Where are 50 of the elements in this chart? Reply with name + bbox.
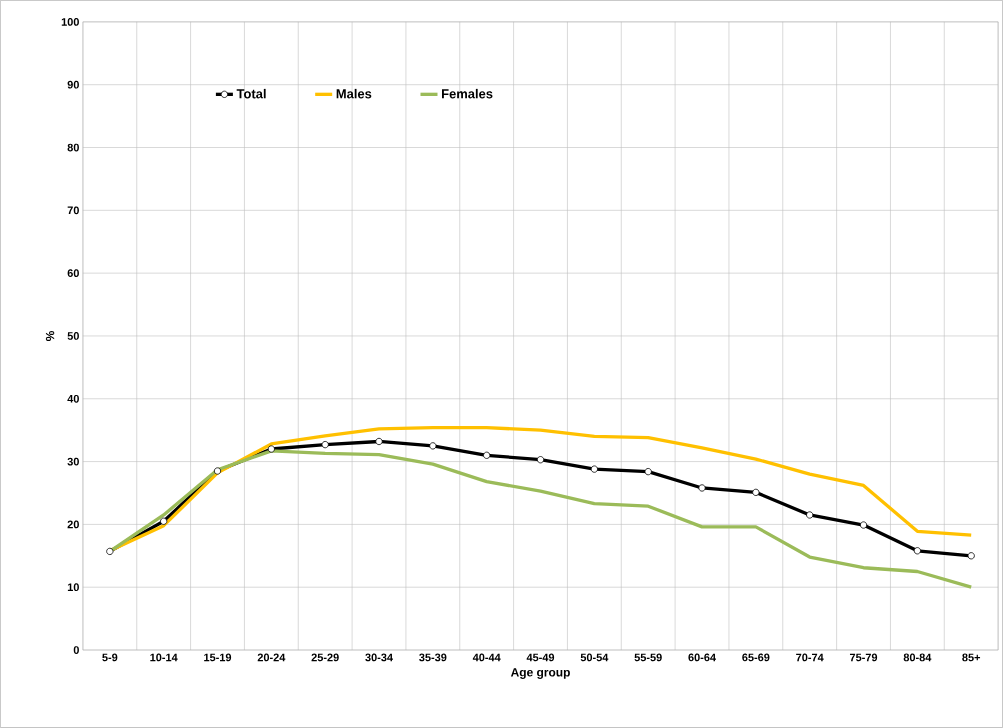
- point: [913, 547, 921, 555]
- x-tick-label: 70-74: [796, 653, 824, 662]
- x-tick-label: 80-84: [903, 653, 932, 662]
- y-tick-label: 100: [61, 18, 79, 26]
- x-axis-title: Age group: [510, 668, 570, 679]
- point: [590, 465, 598, 473]
- point: [859, 521, 868, 529]
- legend-label: Total: [236, 88, 266, 99]
- x-tick-label: 10-14: [150, 653, 178, 662]
- point: [160, 517, 168, 525]
- point: [106, 547, 114, 556]
- x-tick-label: 30-34: [365, 653, 393, 662]
- point: [483, 451, 491, 459]
- point: [752, 488, 760, 496]
- y-tick-label: 50: [67, 332, 79, 340]
- x-tick-label: 35-39: [419, 653, 447, 662]
- y-tick-label: 0: [73, 646, 79, 654]
- x-tick-label: 15-19: [204, 653, 232, 662]
- x-tick-label: 85+: [962, 653, 981, 662]
- x-tick-label: 55-59: [634, 653, 662, 662]
- x-tick-label: 40-44: [472, 653, 501, 662]
- point: [698, 484, 706, 492]
- legend-label: Males: [336, 88, 372, 99]
- x-tick-label: 65-69: [742, 653, 770, 662]
- x-tick-label: 5-9: [102, 653, 118, 662]
- x-tick-label: 50-54: [580, 653, 609, 662]
- y-tick-label: 10: [67, 583, 79, 592]
- x-tick-label: 20-24: [257, 653, 286, 662]
- point: [806, 511, 814, 519]
- point: [213, 467, 222, 475]
- x-tick-label: 25-29: [311, 653, 339, 662]
- x-tick-label: 75-79: [849, 653, 878, 662]
- point: [429, 442, 437, 450]
- legend-label: Females: [442, 88, 493, 99]
- point: [375, 437, 383, 446]
- y-tick-label: 80: [67, 143, 79, 152]
- x-tick-label: 60-64: [688, 653, 716, 662]
- point: [644, 468, 652, 476]
- y-axis-title: %: [45, 330, 55, 341]
- y-tick-label: 70: [67, 206, 79, 215]
- y-tick-label: 40: [67, 394, 79, 403]
- point: [267, 445, 275, 453]
- point: [536, 456, 545, 464]
- x-tick-label: 45-49: [526, 653, 555, 662]
- point: [967, 552, 975, 560]
- y-tick-label: 90: [67, 80, 79, 89]
- y-tick-label: 30: [67, 457, 79, 466]
- point: [321, 441, 329, 449]
- y-tick-label: 20: [67, 520, 79, 529]
- y-tick-label: 60: [67, 269, 79, 278]
